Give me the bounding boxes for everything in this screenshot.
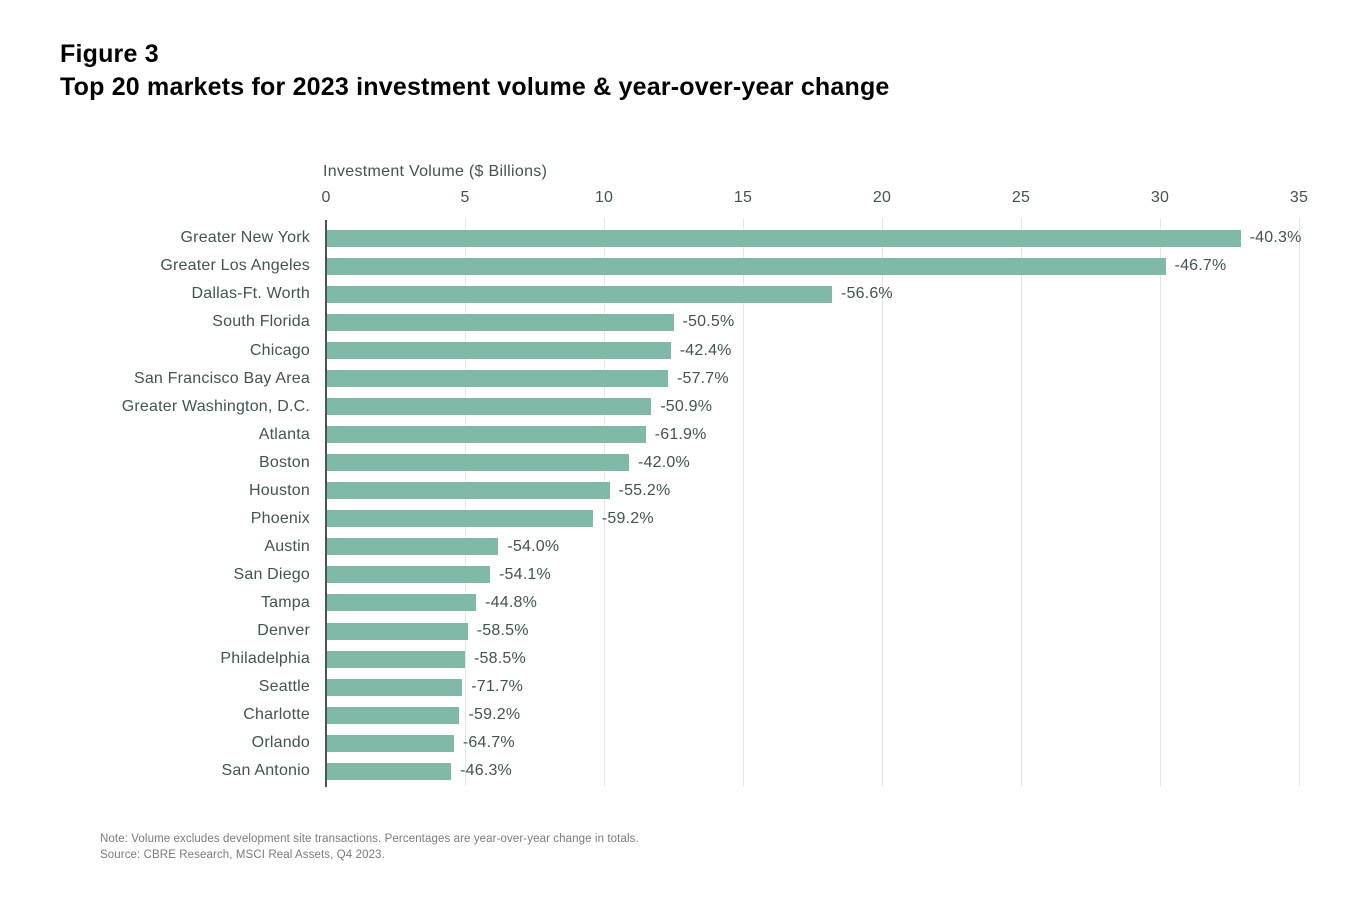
bar [327, 622, 468, 640]
gridline [881, 218, 883, 786]
gridline [742, 218, 744, 786]
yoy-label: -54.1% [499, 565, 551, 583]
bar [327, 257, 1166, 275]
gridline [1159, 218, 1161, 786]
category-label: Greater Los Angeles [160, 257, 310, 275]
y-axis-line [325, 220, 327, 787]
bar [327, 510, 593, 528]
x-tick-label: 10 [594, 189, 614, 206]
bar [327, 762, 452, 780]
yoy-label: -46.3% [460, 762, 512, 780]
bar [327, 454, 630, 472]
category-label: San Francisco Bay Area [133, 369, 310, 387]
category-label: Denver [257, 622, 310, 639]
yoy-label: -44.8% [485, 593, 538, 611]
bar [327, 566, 491, 584]
bar [327, 313, 674, 331]
category-label: Seattle [258, 678, 310, 696]
x-tick-label: 25 [1011, 189, 1031, 206]
chart-source: Source: CBRE Research, MSCI Real Assets,… [100, 849, 385, 861]
x-tick-label: 15 [733, 189, 753, 206]
category-label: San Antonio [221, 762, 310, 780]
x-tick-label: 0 [321, 189, 331, 206]
category-label: Phoenix [250, 509, 310, 527]
yoy-label: -50.5% [682, 313, 735, 331]
chart-note: Note: Volume excludes development site t… [100, 833, 639, 845]
bar [327, 734, 454, 752]
yoy-label: -54.0% [507, 537, 560, 555]
bar [327, 342, 671, 359]
yoy-label: -42.0% [638, 453, 690, 471]
category-label: Tampa [260, 593, 310, 611]
yoy-label: -57.7% [676, 369, 729, 387]
x-tick-label: 20 [872, 189, 892, 206]
category-label: Orlando [251, 734, 310, 752]
bar [327, 678, 463, 696]
yoy-label: -59.2% [468, 706, 521, 724]
bar [327, 594, 477, 612]
bar [327, 538, 499, 556]
x-tick-label: 5 [460, 189, 470, 206]
bar [327, 370, 668, 388]
bar [327, 398, 652, 416]
yoy-label: -42.4% [679, 341, 732, 359]
category-label: San Diego [233, 565, 310, 583]
gridline [1020, 218, 1022, 786]
gridline [464, 218, 466, 786]
bar [327, 650, 465, 668]
bar [327, 285, 832, 303]
category-label: Chicago [249, 341, 310, 359]
gridline [603, 218, 605, 786]
yoy-label: -50.9% [660, 397, 713, 415]
yoy-label: -46.7% [1174, 257, 1227, 275]
figure-footer: Note: Volume excludes development site t… [100, 831, 639, 863]
yoy-label: -55.2% [618, 481, 671, 499]
category-label: Boston [258, 453, 310, 471]
category-label: Charlotte [243, 706, 310, 724]
bar [327, 229, 1241, 247]
bar [327, 482, 610, 500]
yoy-label: -61.9% [654, 425, 707, 443]
bar [327, 426, 646, 444]
gridline [1298, 218, 1300, 786]
category-label: Philadelphia [220, 650, 310, 668]
yoy-label: -58.5% [476, 622, 529, 639]
figure-title: Top 20 markets for 2023 investment volum… [60, 73, 890, 101]
yoy-label: -71.7% [471, 678, 524, 696]
x-tick-label: 35 [1289, 189, 1309, 206]
figure-number: Figure 3 [60, 40, 159, 68]
yoy-label: -56.6% [840, 285, 893, 303]
figure-header: Figure 3 Top 20 markets for 2023 investm… [60, 38, 890, 104]
category-label: Greater New York [180, 229, 310, 247]
yoy-label: -40.3% [1249, 229, 1302, 247]
x-axis-title: Investment Volume ($ Billions) [323, 163, 548, 180]
category-label: Dallas-Ft. Worth [191, 285, 310, 303]
yoy-label: -59.2% [601, 509, 654, 527]
yoy-label: -64.7% [462, 734, 515, 752]
category-label: Greater Washington, D.C. [121, 397, 310, 415]
category-label: Austin [264, 537, 310, 555]
yoy-label: -58.5% [474, 650, 526, 668]
category-label: Atlanta [258, 425, 310, 443]
bar [327, 706, 460, 724]
category-label: South Florida [212, 313, 310, 331]
x-tick-label: 30 [1150, 189, 1170, 206]
category-label: Houston [249, 481, 310, 499]
